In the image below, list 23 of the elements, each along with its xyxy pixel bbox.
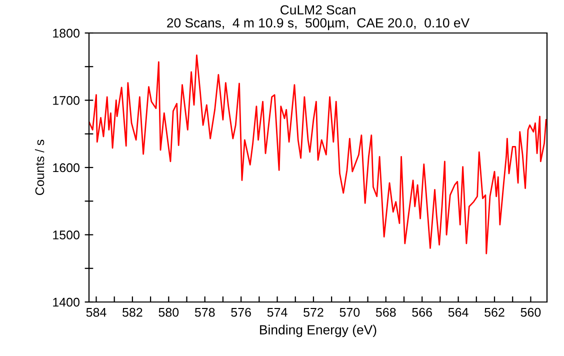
y-tick-label: 1800: [53, 28, 80, 38]
line-series: [89, 54, 547, 254]
y-tick-label: 1700: [53, 96, 80, 105]
x-tick-label: 572: [304, 308, 324, 317]
x-tick-label: 576: [231, 308, 251, 317]
x-tick-label: 568: [376, 308, 396, 317]
x-tick-label: 566: [412, 308, 432, 317]
x-tick-label: 570: [340, 308, 360, 317]
x-tick-label: 584: [86, 308, 106, 317]
x-tick-label: 578: [194, 308, 215, 317]
x-tick-label: 560: [520, 308, 541, 317]
x-axis-title: Binding Energy (eV): [260, 324, 376, 338]
x-tick-label: 580: [158, 308, 179, 317]
x-tick-label: 562: [484, 308, 504, 317]
chart-title: CuLM2 Scan: [280, 5, 356, 15]
chart-subtitle: 20 Scans, 4 m 10.9 s, 500µm, CAE 20.0, 0.10 eV: [167, 18, 470, 30]
x-tick-label: 574: [267, 308, 288, 317]
y-tick-label: 1400: [53, 298, 80, 307]
x-tick-label: 564: [448, 308, 468, 317]
y-tick-label: 1600: [53, 163, 80, 172]
y-tick-label: 1500: [53, 230, 80, 240]
y-axis-title: Counts / s: [34, 140, 44, 195]
x-tick-label: 582: [122, 308, 142, 317]
